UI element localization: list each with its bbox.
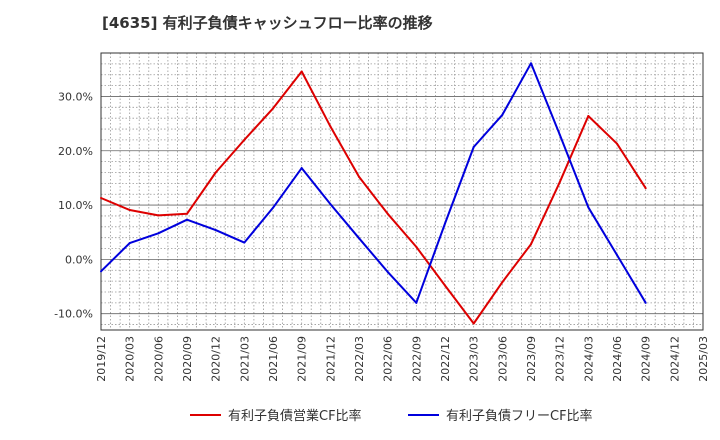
x-tick-label: 2023/12: [554, 336, 567, 382]
x-tick-label: 2020/09: [181, 336, 194, 382]
data-point: [300, 167, 303, 170]
data-point: [415, 301, 418, 304]
data-point: [587, 115, 590, 118]
x-tick-label: 2024/03: [582, 336, 595, 382]
data-point: [157, 214, 160, 217]
data-point: [444, 284, 446, 287]
data-point: [644, 301, 647, 304]
data-point: [472, 322, 475, 325]
x-tick-label: 2025/03: [697, 336, 710, 382]
data-point: [128, 208, 131, 211]
data-point: [444, 222, 446, 225]
free-cf-ratio-line: [100, 62, 647, 304]
data-point: [300, 70, 303, 73]
data-point: [616, 254, 618, 257]
x-tick-label: 2022/06: [382, 336, 395, 382]
x-tick-label: 2021/12: [324, 336, 337, 382]
data-point: [386, 212, 389, 215]
x-tick-label: 2022/12: [439, 336, 452, 382]
data-point: [272, 206, 274, 209]
data-point: [616, 142, 618, 145]
chart-title: [4635] 有利子負債キャッシュフロー比率の推移: [102, 14, 433, 32]
data-point: [186, 212, 188, 215]
x-tick-label: 2023/09: [525, 336, 538, 382]
x-tick-label: 2021/06: [267, 336, 280, 382]
data-point: [100, 197, 102, 200]
data-point: [530, 243, 532, 246]
x-tick-label: 2021/09: [296, 336, 309, 382]
x-tick-label: 2024/06: [611, 336, 624, 382]
x-tick-label: 2020/06: [152, 336, 165, 382]
data-point: [358, 237, 360, 240]
data-point: [358, 175, 360, 178]
x-tick-label: 2019/12: [95, 336, 108, 382]
x-tick-label: 2021/03: [238, 336, 251, 382]
x-tick-label: 2022/09: [410, 336, 423, 382]
x-tick-label: 2024/09: [640, 336, 653, 382]
data-point: [501, 281, 504, 284]
y-tick-label: 20.0%: [58, 145, 93, 158]
data-point: [558, 133, 561, 136]
data-point: [272, 107, 274, 110]
data-point: [128, 242, 131, 245]
data-point: [186, 218, 188, 221]
data-point: [501, 113, 504, 116]
x-tick-label: 2022/03: [353, 336, 366, 382]
x-tick-label: 2020/12: [210, 336, 223, 382]
data-point: [329, 125, 332, 128]
data-point: [587, 206, 590, 209]
y-tick-label: 30.0%: [58, 90, 93, 103]
legend-label: 有利子負債フリーCF比率: [446, 408, 593, 424]
data-point: [415, 245, 418, 248]
data-point: [386, 270, 389, 273]
y-tick-label: -10.0%: [54, 308, 93, 321]
data-point: [214, 229, 217, 232]
y-tick-label: 0.0%: [65, 253, 93, 266]
y-tick-label: 10.0%: [58, 199, 93, 212]
x-tick-label: 2023/06: [496, 336, 509, 382]
data-point: [530, 62, 532, 65]
x-tick-label: 2024/12: [668, 336, 681, 382]
data-point: [329, 202, 332, 205]
data-point: [243, 241, 246, 244]
data-point: [243, 138, 246, 141]
operating-cf-ratio-line: [100, 70, 647, 325]
data-point: [644, 187, 647, 190]
plot-frame: [100, 52, 704, 331]
data-point: [100, 270, 102, 273]
data-point: [558, 181, 561, 184]
x-tick-label: 2023/03: [468, 336, 481, 382]
data-point: [157, 232, 160, 235]
data-point: [472, 145, 475, 148]
x-tick-label: 2020/03: [124, 336, 137, 382]
data-point: [214, 171, 217, 174]
legend-label: 有利子負債営業CF比率: [228, 408, 362, 424]
